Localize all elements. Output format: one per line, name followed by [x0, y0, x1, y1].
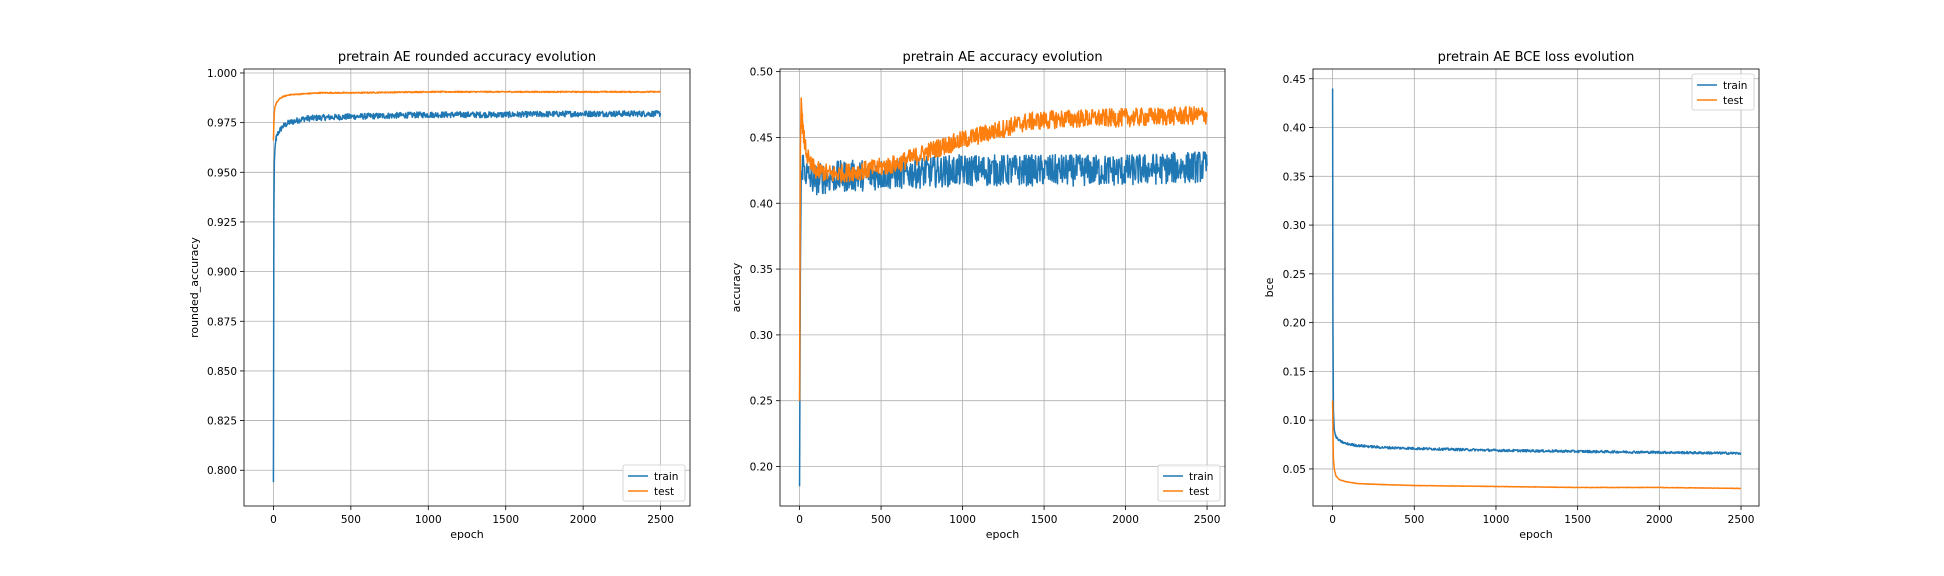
legend-box — [1157, 464, 1221, 502]
x-tick-label: 2500 — [647, 514, 674, 526]
x-tick-label: 1000 — [1483, 514, 1510, 526]
y-tick-label: 1.000 — [207, 68, 237, 80]
x-tick-label: 1500 — [1564, 514, 1591, 526]
y-tick-label: 0.45 — [1283, 74, 1306, 86]
y-axis-label: bce — [1263, 277, 1276, 297]
axes-frame — [243, 68, 691, 507]
legend-label-test: test — [1723, 95, 1743, 107]
chart-1: 0 500 1000 1500 2000 2500 0.800 0.825 0.850 0.875… — [188, 50, 691, 541]
series-line-test — [272, 90, 661, 141]
axes-frame — [779, 68, 1226, 507]
legend-box — [1691, 73, 1755, 111]
series-line-test — [1331, 400, 1742, 490]
y-tick-label: 0.30 — [750, 330, 773, 342]
y-tick-label: 0.850 — [207, 366, 237, 378]
series-line-train — [798, 151, 1208, 487]
y-tick-label: 0.825 — [207, 416, 237, 428]
x-tick-label: 500 — [871, 514, 891, 526]
x-tick-label: 2500 — [1728, 514, 1755, 526]
y-tick-label: 0.20 — [750, 462, 773, 474]
series-line-train — [1331, 88, 1742, 456]
y-tick-label: 0.975 — [207, 118, 237, 130]
chart-title: pretrain AE BCE loss evolution — [1438, 50, 1635, 65]
y-tick-label: 0.20 — [1283, 318, 1306, 330]
legend-label-train: train — [1189, 471, 1213, 483]
y-tick-label: 0.45 — [750, 132, 773, 144]
x-tick-label: 2000 — [1112, 514, 1139, 526]
y-tick-label: 0.900 — [207, 267, 237, 279]
axes-frame — [1312, 68, 1760, 507]
y-tick-label: 0.800 — [207, 465, 237, 477]
x-tick-label: 1500 — [492, 514, 519, 526]
x-axis-label: epoch — [1519, 528, 1553, 541]
series-line-train — [272, 109, 662, 483]
y-tick-label: 0.25 — [750, 396, 773, 408]
legend-label-train: train — [654, 471, 678, 483]
y-tick-label: 0.925 — [207, 217, 237, 229]
x-tick-label: 0 — [1329, 514, 1336, 526]
x-tick-label: 2000 — [570, 514, 597, 526]
legend-label-test: test — [1189, 486, 1209, 498]
series-line-test — [798, 97, 1208, 401]
legend: train test — [622, 464, 686, 502]
legend: train test — [1157, 464, 1221, 502]
y-tick-label: 0.05 — [1283, 464, 1306, 476]
x-tick-label: 2000 — [1646, 514, 1673, 526]
chart-title: pretrain AE rounded accuracy evolution — [338, 50, 596, 65]
x-tick-label: 0 — [796, 514, 803, 526]
y-tick-label: 0.40 — [750, 198, 773, 210]
legend-label-train: train — [1723, 80, 1747, 92]
chart-3: 0 500 1000 1500 2000 2500 0.05 0.10 0.15 0.20 0.25… — [1263, 50, 1760, 541]
y-axis-label: rounded_accuracy — [188, 237, 201, 338]
x-tick-label: 1000 — [949, 514, 976, 526]
legend-box — [622, 464, 686, 502]
x-tick-label: 500 — [1404, 514, 1424, 526]
x-tick-label: 500 — [341, 514, 361, 526]
y-tick-label: 0.950 — [207, 167, 237, 179]
x-tick-label: 1500 — [1031, 514, 1058, 526]
legend-label-test: test — [654, 486, 674, 498]
chart-2: 0 500 1000 1500 2000 2500 0.20 0.25 0.30 0.35 0.40… — [730, 50, 1226, 541]
y-tick-label: 0.50 — [750, 67, 773, 79]
y-tick-label: 0.35 — [750, 264, 773, 276]
x-axis-label: epoch — [450, 528, 484, 541]
y-tick-label: 0.875 — [207, 316, 237, 328]
y-tick-label: 0.35 — [1283, 171, 1306, 183]
x-tick-label: 1000 — [415, 514, 442, 526]
y-tick-label: 0.15 — [1283, 366, 1306, 378]
y-tick-label: 0.10 — [1283, 415, 1306, 427]
y-tick-label: 0.25 — [1283, 269, 1306, 281]
y-axis-label: accuracy — [730, 262, 743, 312]
legend: train test — [1691, 73, 1755, 111]
x-tick-label: 2500 — [1194, 514, 1221, 526]
chart-title: pretrain AE accuracy evolution — [902, 50, 1102, 65]
y-tick-label: 0.30 — [1283, 220, 1306, 232]
x-tick-label: 0 — [270, 514, 277, 526]
y-tick-label: 0.40 — [1283, 123, 1306, 135]
x-axis-label: epoch — [986, 528, 1020, 541]
